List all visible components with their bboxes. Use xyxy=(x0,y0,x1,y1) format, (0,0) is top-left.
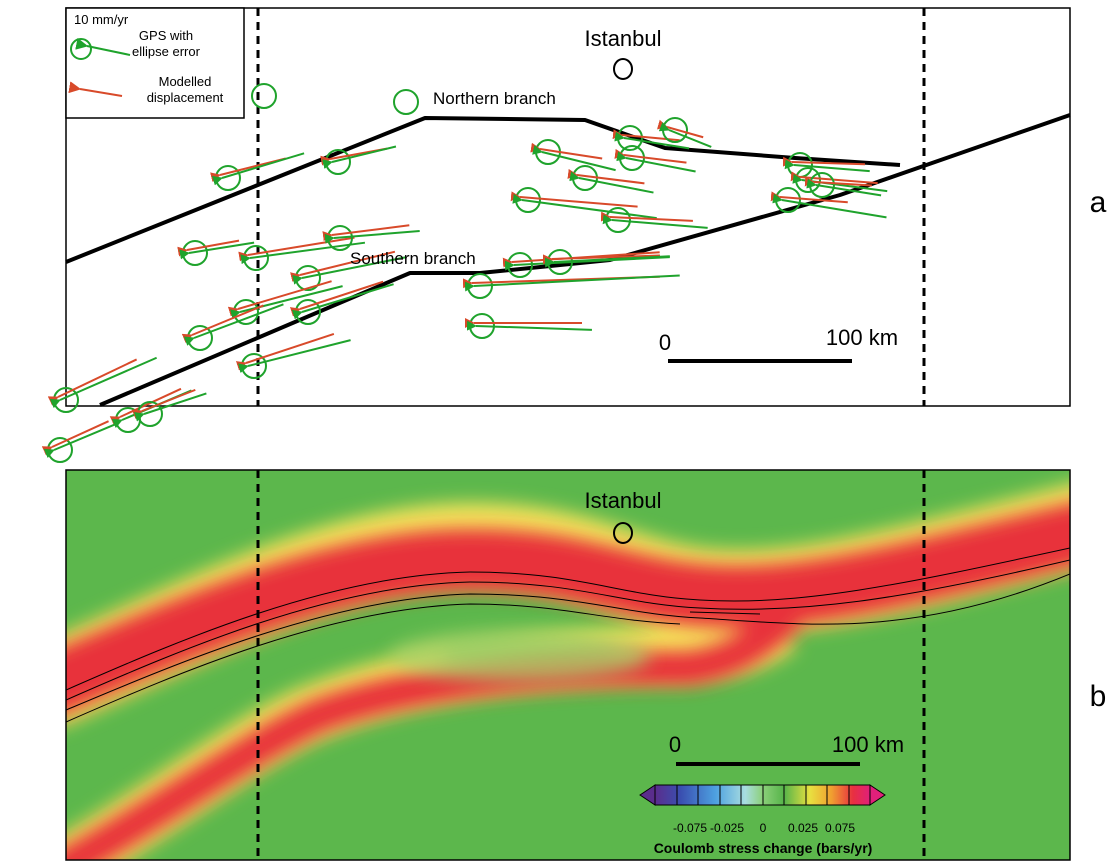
velocity-vectors xyxy=(41,83,888,463)
gps-velocity-arrow xyxy=(614,131,690,150)
legend-gps-label-2: ellipse error xyxy=(132,44,201,59)
modelled-displacement-arrow xyxy=(614,148,687,164)
gps-velocity-arrow xyxy=(544,255,670,268)
modelled-displacement-arrow xyxy=(612,129,680,142)
gps-velocity-arrow xyxy=(616,151,696,173)
gps-velocity-arrow xyxy=(806,178,882,197)
gps-velocity-arrow xyxy=(569,171,654,194)
gps-error-ellipse xyxy=(393,89,419,115)
legend-gps-label-1: GPS with xyxy=(139,28,193,43)
legend-scale-label: 10 mm/yr xyxy=(74,12,129,27)
legend-gps-arrow xyxy=(75,37,131,56)
istanbul-marker-a xyxy=(613,58,633,80)
modelled-displacement-arrow xyxy=(41,420,109,456)
modelled-displacement-arrow xyxy=(804,176,872,187)
scale-bar-a-end: 100 km xyxy=(826,325,898,350)
modelled-displacement-arrow xyxy=(289,280,384,317)
scale-bar-b: 0 100 km xyxy=(669,732,904,766)
panel-b: Istanbul 0 100 km -0.07 xyxy=(65,469,1107,861)
legend-box xyxy=(65,7,245,119)
modelled-displacement-arrow xyxy=(177,239,240,257)
dashed-boundaries-a xyxy=(256,8,926,406)
gps-velocity-arrow xyxy=(512,193,657,220)
istanbul-label-b: Istanbul xyxy=(584,488,661,513)
panel-a-letter: a xyxy=(1090,186,1107,219)
stress-core xyxy=(66,503,1070,860)
legend-model-label-2: displacement xyxy=(147,90,224,105)
scale-bar-a: 0 100 km xyxy=(659,325,898,363)
gps-velocity-arrow xyxy=(238,339,351,374)
colorbar-tick-labels: -0.075 -0.025 0 0.025 0.075 xyxy=(673,821,855,835)
modelled-displacement-arrow xyxy=(530,142,603,160)
modelled-displacement-arrow xyxy=(600,211,693,222)
modelled-displacement-arrow xyxy=(181,304,264,344)
panel-b-letter: b xyxy=(1090,680,1107,713)
legend-model-label-1: Modelled xyxy=(159,74,212,89)
gps-velocity-arrow xyxy=(532,144,616,172)
colorbar-tick-label: -0.075 xyxy=(673,821,707,835)
gps-velocity-arrow xyxy=(322,145,397,169)
gps-velocity-arrow xyxy=(784,159,870,173)
colorbar-tick-label: 0 xyxy=(760,821,767,835)
gps-velocity-arrow xyxy=(211,152,305,186)
colorbar-tick-label: 0.075 xyxy=(825,821,855,835)
scale-bar-a-start: 0 xyxy=(659,330,671,355)
gps-velocity-arrow xyxy=(183,303,284,346)
gps-velocity-arrow xyxy=(49,356,158,409)
panel-b-frame xyxy=(65,469,1071,861)
modelled-displacement-arrow xyxy=(235,332,335,371)
colorbar-tick-label: -0.025 xyxy=(710,821,744,835)
colorbar-title: Coulomb stress change (bars/yr) xyxy=(654,840,873,856)
gps-velocity-arrow xyxy=(240,241,366,265)
modelled-displacement-arrow xyxy=(322,224,410,242)
colorbar-ticks xyxy=(676,785,850,805)
colorbar: -0.075 -0.025 0 0.025 0.075 Coulomb stre… xyxy=(639,784,886,856)
gps-velocity-arrow xyxy=(179,241,255,260)
northern-branch-fault xyxy=(65,116,901,264)
scale-bar-b-end: 100 km xyxy=(832,732,904,757)
southern-branch-label: Southern branch xyxy=(350,249,476,268)
modelled-displacement-arrow xyxy=(510,191,638,208)
modelled-displacement-arrow xyxy=(238,236,355,262)
modelled-displacement-arrow xyxy=(47,358,138,406)
colorbar-tick-label: 0.025 xyxy=(788,821,818,835)
northern-branch-label: Northern branch xyxy=(433,89,556,108)
istanbul-marker-b xyxy=(613,522,633,544)
modelled-displacement-arrow xyxy=(782,156,865,167)
legend: 10 mm/yr GPS with ellipse error Modelled… xyxy=(65,7,245,119)
stress-map xyxy=(66,470,1070,860)
modelled-displacement-arrow xyxy=(227,280,332,317)
gps-velocity-arrow xyxy=(466,320,592,331)
gps-error-ellipse xyxy=(47,437,73,463)
dashed-boundaries-b xyxy=(256,470,926,860)
modelled-displacement-arrow xyxy=(567,168,645,185)
panel-a: Istanbul Northern branch Southern branch… xyxy=(41,7,1107,463)
gps-velocity-arrow xyxy=(324,230,420,244)
modelled-displacement-arrow xyxy=(131,388,196,419)
modelled-displacement-arrow xyxy=(656,119,704,139)
modelled-displacement-arrow xyxy=(290,250,396,283)
legend-model-arrow xyxy=(68,81,123,97)
gps-velocity-arrow xyxy=(133,392,207,422)
scale-bar-b-start: 0 xyxy=(669,732,681,757)
gps-velocity-arrow xyxy=(291,283,394,320)
istanbul-label-a: Istanbul xyxy=(584,26,661,51)
gps-error-ellipse xyxy=(115,407,141,433)
gps-velocity-arrow xyxy=(464,274,680,292)
colorbar-high-arrow xyxy=(869,784,886,806)
gps-error-ellipse xyxy=(251,83,277,109)
gps-velocity-arrow xyxy=(602,214,708,229)
inner-lens xyxy=(390,630,650,682)
modelled-displacement-arrow xyxy=(542,254,660,265)
fault-contours xyxy=(66,547,1070,723)
gps-velocity-arrow xyxy=(292,256,407,285)
gps-velocity-arrow xyxy=(772,193,887,219)
gps-velocity-arrow xyxy=(43,423,115,459)
gps-velocity-arrow xyxy=(658,122,712,148)
modelled-displacement-arrow xyxy=(770,191,848,204)
